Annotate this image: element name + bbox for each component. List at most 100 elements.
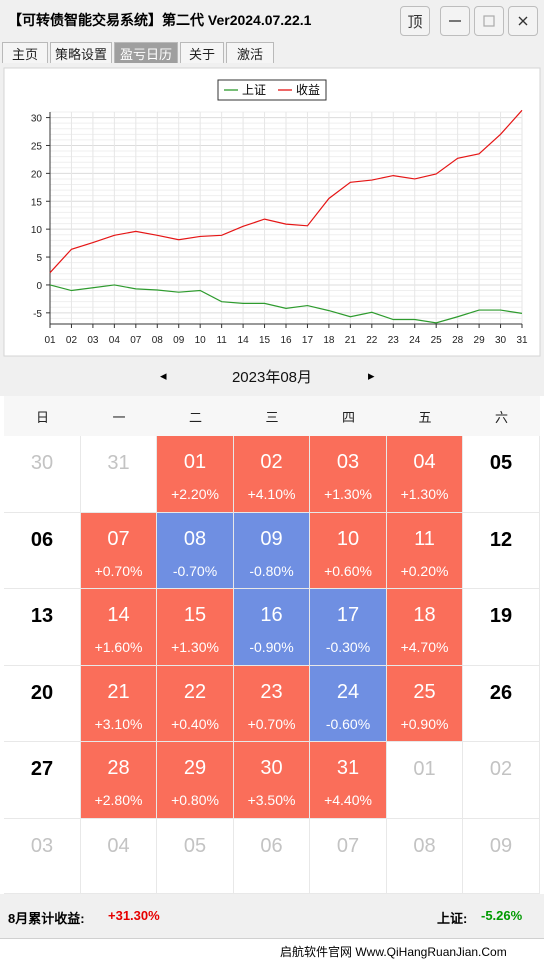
tab-about[interactable]: 关于 (180, 42, 224, 63)
pin-top-button[interactable]: 顶 (400, 6, 430, 36)
series-line-gain (49, 109, 523, 274)
calendar-day-cell[interactable]: 17 -0.30% (310, 589, 387, 666)
calendar-day-cell[interactable]: 01 +2.20% (157, 436, 234, 513)
calendar-day-cell[interactable]: 06 (4, 513, 81, 589)
prev-month-button[interactable]: ◂ (160, 368, 167, 383)
maximize-icon (482, 14, 496, 28)
minimize-icon (448, 14, 462, 28)
calendar-day-cell[interactable]: 21 +3.10% (81, 666, 157, 742)
day-number: 17 (336, 604, 360, 626)
calendar-day-cell[interactable]: 14 +1.60% (81, 589, 157, 666)
calendar-day-cell[interactable]: 05 (463, 436, 540, 513)
day-number: 20 (30, 682, 54, 704)
x-tick-label: 23 (388, 335, 400, 346)
x-tick-label: 30 (495, 335, 507, 346)
tab-pnl-calendar[interactable]: 盈亏日历 (114, 42, 178, 63)
day-number: 08 (413, 835, 436, 857)
legend-box (217, 79, 327, 101)
x-tick-label: 24 (409, 335, 421, 346)
calendar-day-cell[interactable]: 06 (234, 819, 310, 894)
x-tick-label: 03 (87, 335, 99, 346)
calendar-day-cell[interactable]: 03 (4, 819, 81, 894)
calendar-day-cell[interactable]: 20 (4, 666, 81, 742)
calendar-day-cell[interactable]: 08 -0.70% (157, 513, 234, 589)
footer-website[interactable]: 启航软件官网 Www.QiHangRuanJian.Com (280, 945, 507, 959)
close-button[interactable] (508, 6, 538, 36)
calendar-day-cell[interactable]: 09 -0.80% (234, 513, 310, 589)
day-return: -0.90% (249, 639, 294, 655)
day-number: 07 (336, 835, 360, 857)
y-tick-label: 0 (36, 281, 42, 292)
y-tick-label: 10 (31, 225, 43, 236)
chart-axes: 30 25 20 15 10 5 0 -5 01 02 03 04 07 08 09 10 11 14 15 16 17… (31, 112, 528, 346)
calendar-day-cell[interactable]: 26 (463, 666, 540, 742)
calendar-day-cell[interactable]: 10 +0.60% (310, 513, 387, 589)
calendar-day-cell[interactable]: 30 +3.50% (234, 742, 310, 819)
calendar-day-cell[interactable]: 02 +4.10% (234, 436, 310, 513)
day-number: 06 (260, 835, 283, 857)
calendar-day-cell[interactable]: 05 (157, 819, 234, 894)
footer: 启航软件官网 Www.QiHangRuanJian.Com (0, 938, 544, 960)
calendar-day-cell[interactable]: 07 (310, 819, 387, 894)
day-return: +4.70% (400, 639, 449, 655)
calendar-day-cell[interactable]: 04 (81, 819, 157, 894)
calendar-day-cell[interactable]: 22 +0.40% (157, 666, 234, 742)
legend-label: 收益 (296, 83, 320, 97)
calendar-day-cell[interactable]: 18 +4.70% (387, 589, 463, 666)
weekday-label: 五 (418, 409, 432, 425)
calendar-day-cell[interactable]: 08 (387, 819, 463, 894)
calendar-day-cell[interactable]: 12 (463, 513, 540, 589)
calendar-day-cell[interactable]: 07 +0.70% (81, 513, 157, 589)
day-return: -0.60% (325, 716, 371, 732)
calendar-day-cell[interactable]: 13 (4, 589, 81, 666)
calendar-day-cell[interactable]: 01 (387, 742, 463, 819)
calendar-day-cell[interactable]: 30 (4, 436, 81, 513)
calendar-day-cell[interactable]: 25 +0.90% (387, 666, 463, 742)
series-line-index (49, 284, 523, 324)
calendar-day-cell[interactable]: 09 (463, 819, 540, 894)
day-number: 06 (30, 529, 54, 551)
y-tick-label: 5 (36, 253, 42, 264)
summary-bar: 8月累计收益: +31.30% 上证: -5.26% (0, 894, 544, 938)
x-tick-label: 21 (345, 335, 357, 346)
calendar-day-cell[interactable]: 29 +0.80% (157, 742, 234, 819)
weekday-label: 三 (265, 409, 279, 425)
calendar-grid: 30 31 01 +2.20% 02 +4.10% 03 +1.30% 04 +1.30% 05 06… (4, 436, 540, 894)
maximize-button[interactable] (474, 6, 504, 36)
day-return: +1.30% (400, 486, 449, 502)
x-tick-label: 18 (323, 335, 335, 346)
next-month-button[interactable]: ▸ (368, 368, 375, 383)
calendar-day-cell[interactable]: 28 +2.80% (81, 742, 157, 819)
calendar-day-cell[interactable]: 27 (4, 742, 81, 819)
day-number: 05 (183, 835, 207, 857)
calendar-day-cell[interactable]: 11 +0.20% (387, 513, 463, 589)
day-number: 09 (260, 528, 283, 550)
calendar-day-cell[interactable]: 16 -0.90% (234, 589, 310, 666)
day-number: 16 (260, 604, 283, 626)
tab-home[interactable]: 主页 (2, 42, 48, 63)
day-number: 03 (336, 451, 360, 473)
calendar-day-cell[interactable]: 03 +1.30% (310, 436, 387, 513)
weekday-label: 一 (112, 409, 126, 425)
y-tick-label: -5 (33, 309, 42, 320)
tab-activate[interactable]: 激活 (226, 42, 274, 63)
x-tick-label: 17 (302, 335, 314, 346)
calendar-day-cell[interactable]: 23 +0.70% (234, 666, 310, 742)
day-number: 15 (183, 604, 207, 626)
day-number: 09 (489, 835, 513, 857)
x-tick-label: 28 (452, 335, 464, 346)
minimize-button[interactable] (440, 6, 470, 36)
calendar-day-cell[interactable]: 24 -0.60% (310, 666, 387, 742)
calendar-day-cell[interactable]: 15 +1.30% (157, 589, 234, 666)
tab-strategy-settings[interactable]: 策略设置 (50, 42, 112, 63)
calendar-day-cell[interactable]: 19 (463, 589, 540, 666)
day-return: +2.20% (171, 486, 219, 502)
day-return: +1.60% (94, 639, 143, 655)
calendar-day-cell[interactable]: 04 +1.30% (387, 436, 463, 513)
calendar-day-cell[interactable]: 31 +4.40% (310, 742, 387, 819)
day-return: +2.80% (94, 792, 143, 808)
x-tick-label: 31 (516, 335, 528, 346)
calendar-day-cell[interactable]: 31 (81, 436, 157, 513)
calendar-day-cell[interactable]: 02 (463, 742, 540, 819)
chart-series (49, 109, 523, 324)
